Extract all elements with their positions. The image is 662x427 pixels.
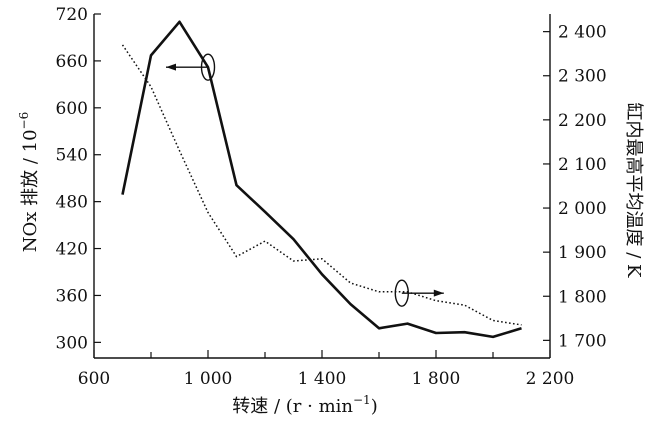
right-y-tick-label: 2 200 bbox=[558, 111, 607, 131]
plot-frame bbox=[93, 14, 551, 359]
axis-pointer-arrow-head bbox=[166, 63, 176, 71]
left-y-tick-label: 480 bbox=[56, 193, 88, 213]
left-y-tick-label: 420 bbox=[56, 240, 88, 260]
right-y-tick-label: 2 100 bbox=[558, 155, 607, 175]
temperature-series-line bbox=[121, 44, 522, 326]
right-y-axis-title: 缸内最高平均温度 / K bbox=[623, 103, 645, 279]
right-y-axis-ticks: 1 700 1 800 1 900 2 000 2 100 2 200 2 300 2 400 bbox=[543, 23, 607, 351]
left-y-tick-label: 540 bbox=[56, 146, 88, 166]
right-y-tick-label: 2 400 bbox=[558, 23, 607, 43]
right-y-tick-label: 1 900 bbox=[558, 243, 607, 263]
left-y-axis-title: NOx 排放 / 10−6 bbox=[17, 112, 41, 253]
left-y-tick-label: 720 bbox=[56, 5, 88, 25]
x-tick-label: 600 bbox=[78, 369, 110, 389]
left-y-tick-label: 600 bbox=[56, 99, 88, 119]
x-tick-label: 2 200 bbox=[526, 369, 575, 389]
left-y-tick-label: 660 bbox=[56, 52, 88, 72]
x-axis-ticks: 600 1 000 1 400 1 800 2 200 bbox=[78, 350, 575, 389]
left-y-tick-label: 300 bbox=[56, 333, 88, 353]
x-tick-label: 1 000 bbox=[184, 369, 233, 389]
x-tick-label: 1 400 bbox=[298, 369, 347, 389]
x-tick-label: 1 800 bbox=[412, 369, 461, 389]
x-axis-title: 转速 / (r · min−1) bbox=[232, 393, 377, 417]
right-y-tick-label: 1 700 bbox=[558, 331, 607, 351]
left-y-axis-ticks: 300 360 420 480 540 600 660 720 bbox=[56, 5, 101, 353]
annotation-layer bbox=[166, 53, 444, 307]
left-y-tick-label: 360 bbox=[56, 286, 88, 306]
nox-series-line bbox=[121, 20, 522, 339]
right-y-tick-label: 2 300 bbox=[558, 67, 607, 87]
axis-pointer-arrow-head bbox=[433, 289, 444, 297]
series-layer bbox=[121, 20, 522, 339]
right-y-tick-label: 2 000 bbox=[558, 199, 607, 219]
right-y-tick-label: 1 800 bbox=[558, 287, 607, 307]
